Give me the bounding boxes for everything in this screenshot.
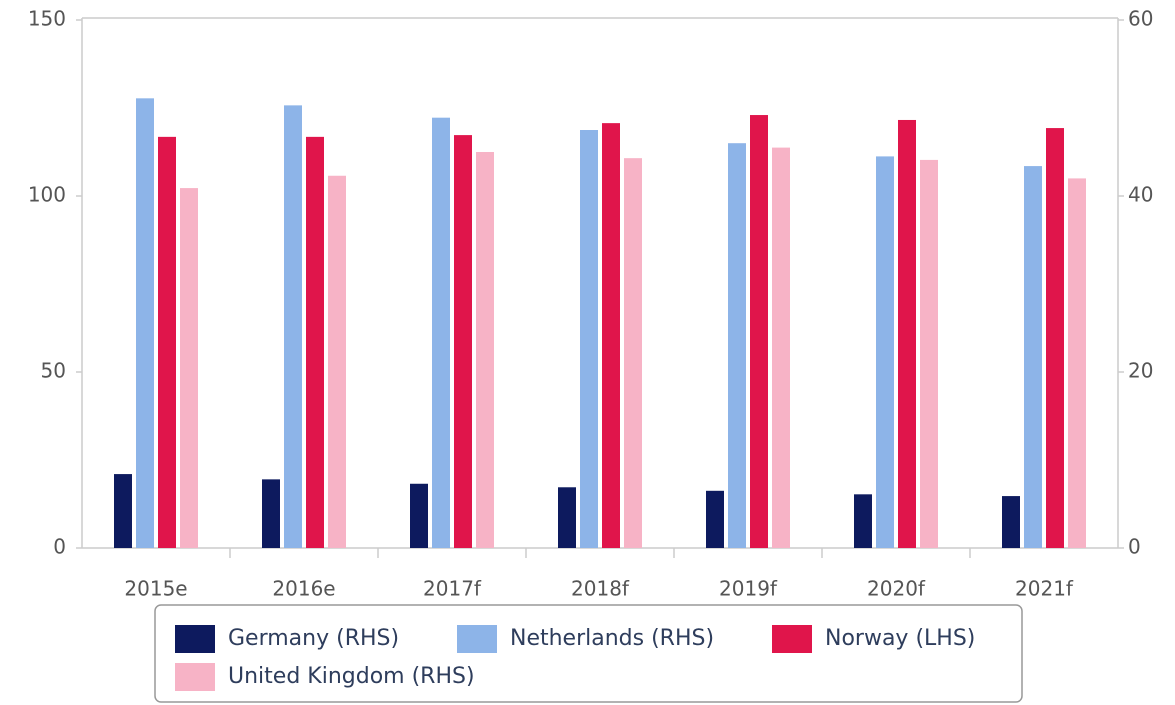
x-tick-label: 2015e [124, 577, 187, 601]
y-tick-label: 0 [53, 535, 66, 559]
bar [728, 143, 746, 548]
bar [1002, 496, 1020, 548]
legend-swatch [175, 625, 215, 653]
y2-tick-label: 20 [1128, 359, 1153, 383]
bar [920, 159, 938, 549]
y2-tick-label: 60 [1128, 7, 1153, 31]
bar [432, 117, 450, 549]
bar [262, 479, 280, 548]
bar [854, 494, 872, 548]
bar [454, 135, 472, 548]
y2-tick-label: 40 [1128, 183, 1153, 207]
legend-box [154, 604, 1023, 703]
x-tick-label: 2019f [719, 577, 778, 601]
bar [1046, 128, 1064, 548]
x-tick-label: 2020f [867, 577, 926, 601]
x-tick-label: 2021f [1015, 577, 1074, 601]
bar [706, 490, 724, 548]
bar [158, 136, 176, 548]
bar [306, 136, 324, 548]
bar [602, 123, 620, 549]
bar [876, 156, 894, 548]
y-tick-label: 50 [41, 359, 66, 383]
bar [750, 115, 768, 548]
legend-label: Netherlands (RHS) [510, 626, 714, 651]
bar [772, 147, 790, 548]
legend-swatch [772, 625, 812, 653]
x-tick-label: 2017f [423, 577, 482, 601]
bar [114, 474, 132, 548]
legend-label: Germany (RHS) [228, 626, 399, 651]
bar [410, 483, 428, 548]
bar [898, 119, 916, 548]
y2-tick-label: 0 [1128, 535, 1141, 559]
bar [558, 487, 576, 548]
bar [1024, 166, 1042, 548]
x-tick-label: 2016e [272, 577, 335, 601]
bar [624, 158, 642, 548]
legend-label: Norway (LHS) [825, 626, 975, 651]
bar [328, 175, 346, 548]
legend-label: United Kingdom (RHS) [228, 664, 475, 689]
y-tick-label: 150 [28, 7, 66, 31]
bar [180, 188, 198, 548]
bar [580, 130, 598, 548]
bar [284, 105, 302, 549]
bar [476, 152, 494, 548]
legend-swatch [175, 663, 215, 691]
legend-swatch [457, 625, 497, 653]
bar [136, 98, 154, 548]
bar [1068, 178, 1086, 548]
y-tick-label: 100 [28, 183, 66, 207]
x-tick-label: 2018f [571, 577, 630, 601]
